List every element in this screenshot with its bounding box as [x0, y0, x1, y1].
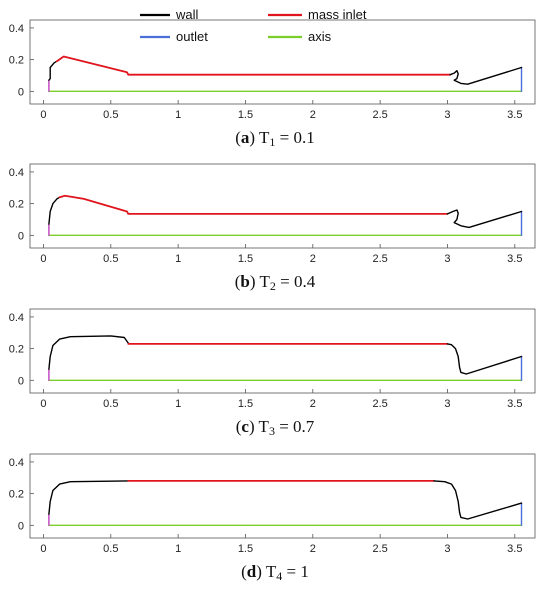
- x-tick-label: 1.5: [238, 253, 253, 265]
- plot-frame: [29, 19, 536, 105]
- x-tick-label: 0.5: [103, 253, 118, 265]
- x-tick-label: 0.5: [103, 109, 118, 121]
- x-tick-label: 1.5: [238, 543, 253, 555]
- x-tick-label: 2: [310, 109, 316, 121]
- plot-frame: [29, 308, 536, 394]
- panel-caption: (d) T4 = 1: [241, 562, 309, 583]
- legend: wall mass inlet outlet axis: [140, 7, 367, 44]
- x-tick-label: 2: [310, 253, 316, 265]
- panel-caption: (a) T1 = 0.1: [235, 128, 315, 149]
- legend-item-outlet: outlet: [140, 29, 208, 44]
- y-tick-label: 0: [18, 230, 24, 242]
- x-tick-label: 3.5: [507, 398, 522, 410]
- plot-frame: [29, 453, 536, 539]
- y-tick-label: 0.2: [9, 344, 24, 356]
- chart-panel-c: 0 0.2 0.4 0 0.5 1 1.5 2 2.5 3 3.5 (c) T3 = 0.7: [9, 308, 536, 438]
- series-wall-5: [449, 66, 523, 85]
- series-wall-3: [48, 196, 61, 225]
- y-tick-label: 0: [18, 375, 24, 387]
- x-tick-label: 0: [40, 543, 46, 555]
- legend-label: wall: [175, 7, 199, 22]
- x-tick-label: 2.5: [372, 253, 387, 265]
- y-tick-label: 0.2: [9, 55, 24, 67]
- x-tick-label: 3: [444, 109, 450, 121]
- x-tick-label: 0.5: [103, 398, 118, 410]
- x-tick-label: 2: [310, 398, 316, 410]
- series-wall-3: [48, 335, 130, 370]
- chart-panel-d: 0 0.2 0.4 0 0.5 1 1.5 2 2.5 3 3.5 (d) T4 = 1: [9, 453, 536, 583]
- x-tick-label: 3.5: [507, 253, 522, 265]
- plot-frame: [29, 163, 536, 249]
- x-tick-label: 3: [444, 398, 450, 410]
- panels: 00.20.40 0.5 1 1.5 2 2.5 3 3.5(a) T1 = 0.100.20…: [9, 19, 536, 583]
- legend-label: mass inlet: [308, 7, 367, 22]
- x-tick-label: 2.5: [372, 109, 387, 121]
- legend-item-wall: wall: [140, 7, 199, 22]
- series-wall-5: [433, 480, 523, 520]
- series-wall-5: [446, 343, 523, 375]
- x-tick-label: 1: [175, 253, 181, 265]
- y-tick-label: 0.4: [9, 457, 24, 469]
- y-tick-label: 0.4: [9, 23, 24, 35]
- y-tick-label: 0.2: [9, 199, 24, 211]
- series-wall-3: [48, 480, 130, 515]
- x-tick-label: 0: [40, 109, 46, 121]
- x-tick-label: 2.5: [372, 543, 387, 555]
- x-tick-label: 0.5: [103, 543, 118, 555]
- series-inlet-4: [58, 194, 449, 215]
- x-tick-label: 1.5: [238, 398, 253, 410]
- x-tick-label: 0: [40, 398, 46, 410]
- x-tick-label: 3: [444, 543, 450, 555]
- chart-panel-b: 0 0.2 0.4 0 0.5 1 1.5 2 2.5 3 3.5 (b) T2 = 0.4: [9, 163, 536, 293]
- x-tick-label: 2: [310, 543, 316, 555]
- series-wall-3: [48, 60, 58, 81]
- x-tick-label: 1.5: [238, 109, 253, 121]
- x-tick-label: 3.5: [507, 109, 522, 121]
- y-tick-label: 0.2: [9, 489, 24, 501]
- y-tick-label: 0: [18, 86, 24, 98]
- panel-caption: (b) T2 = 0.4: [235, 272, 316, 293]
- series-wall-5: [446, 209, 523, 229]
- legend-label: axis: [308, 29, 332, 44]
- y-tick-label: 0.4: [9, 312, 24, 324]
- chart-panel-a: 0 0.2 0.4 0 0.5 1 1.5 2 2.5 3 3.5 (a) T1 = 0.1: [9, 19, 536, 149]
- y-tick-label: 0.4: [9, 167, 24, 179]
- legend-item-axis: axis: [268, 29, 332, 44]
- legend-label: outlet: [176, 29, 208, 44]
- x-tick-label: 0: [40, 253, 46, 265]
- y-tick-label: 0: [18, 520, 24, 532]
- x-tick-label: 1: [175, 398, 181, 410]
- x-tick-label: 1: [175, 109, 181, 121]
- series-inlet-4: [56, 55, 452, 76]
- panel-caption: (c) T3 = 0.7: [236, 417, 315, 438]
- x-tick-label: 1: [175, 543, 181, 555]
- x-tick-label: 3.5: [507, 543, 522, 555]
- legend-item-mass-inlet: mass inlet: [268, 7, 367, 22]
- x-tick-label: 3: [444, 253, 450, 265]
- x-tick-label: 2.5: [372, 398, 387, 410]
